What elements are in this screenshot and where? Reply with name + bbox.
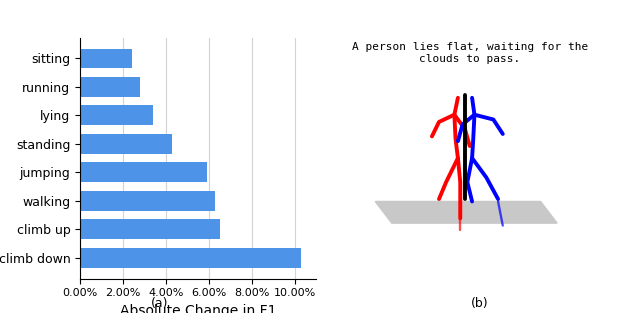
X-axis label: Absolute Change in F1: Absolute Change in F1 bbox=[120, 304, 276, 313]
Polygon shape bbox=[375, 202, 557, 223]
Text: A person lies flat, waiting for the
clouds to pass.: A person lies flat, waiting for the clou… bbox=[351, 42, 588, 64]
Bar bbox=[80, 191, 215, 211]
Text: (a): (a) bbox=[151, 297, 169, 310]
Bar bbox=[80, 105, 153, 125]
Bar bbox=[80, 248, 301, 268]
Bar bbox=[80, 49, 132, 69]
Bar bbox=[80, 134, 172, 154]
Text: (b): (b) bbox=[471, 297, 489, 310]
Bar bbox=[80, 77, 140, 97]
Bar bbox=[80, 162, 207, 182]
Text: Figure 3: (a) Differences in F1 score for each activity between: Figure 3: (a) Differences in F1 score fo… bbox=[6, 312, 444, 313]
Bar bbox=[80, 219, 220, 239]
